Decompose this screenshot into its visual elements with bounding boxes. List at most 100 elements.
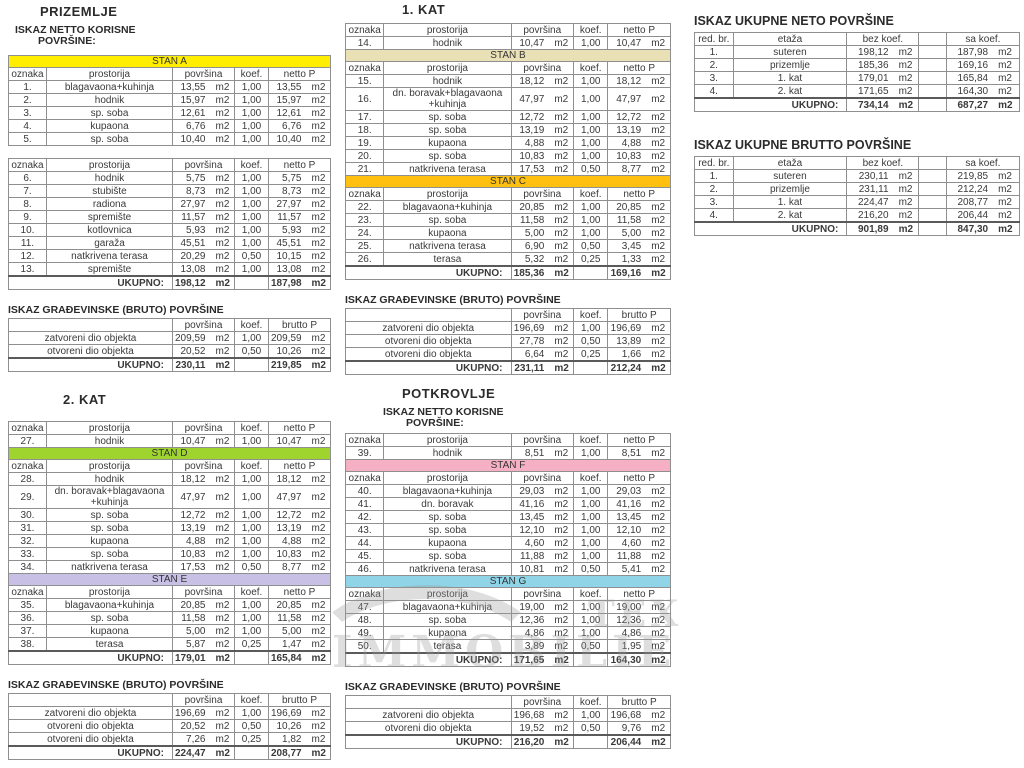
- floor-title-potkrovlje: POTKROVLJE: [402, 386, 496, 401]
- cell-redbr: 1.: [694, 169, 734, 183]
- column-header-oznaka: oznaka: [344, 187, 385, 201]
- cell-koef: 1,00: [234, 119, 269, 133]
- cell-netto: 47,97: [607, 87, 647, 111]
- total-netto: 169,16: [607, 265, 647, 280]
- column-header-redbr: red. br.: [694, 32, 734, 46]
- cell-oznaka: 9.: [8, 210, 47, 224]
- cell-label: otvoreni dio objekta: [8, 719, 173, 733]
- cell-unit: m2: [210, 485, 235, 509]
- cell-koef: 0,50: [573, 334, 609, 348]
- cell-prostorija: hodnik: [46, 171, 173, 185]
- column-header-netto: netto P: [267, 585, 332, 599]
- column-header-koef: koef.: [234, 693, 269, 707]
- cell-unit: m2: [646, 446, 672, 460]
- cell-unit: m2: [306, 357, 331, 372]
- cell-unit: m2: [646, 562, 672, 576]
- cell-empty: [918, 71, 947, 85]
- table-row: 45. sp. soba 11,88 m2 1,00 11,88 m2: [344, 549, 672, 563]
- cell-oznaka: 1.: [8, 80, 47, 94]
- summary-neto-title: ISKAZ UKUPNE NETO POVRŠINE: [694, 14, 894, 28]
- table-row: 3. 1. kat 224,47 m2 208,77 m2: [694, 195, 1021, 209]
- cell-unit: m2: [306, 132, 332, 146]
- cell-oznaka: 44.: [344, 536, 385, 550]
- cell-unit: m2: [646, 626, 672, 640]
- stan-band: STAN A: [7, 55, 332, 68]
- cell-unit: m2: [306, 275, 332, 290]
- total-label: UKUPNO:: [345, 265, 512, 280]
- cell-netto: 11,57: [268, 210, 307, 224]
- cell-sa-koef: 212,24: [945, 182, 994, 196]
- column-header-povrsina: površina: [510, 587, 575, 601]
- cell-povrsina: 13,19: [172, 521, 211, 535]
- cell-oznaka: 28.: [8, 472, 47, 486]
- table-row: 19. kupaona 4,88 m2 1,00 4,88 m2: [344, 136, 672, 150]
- cell-oznaka: 4.: [8, 119, 47, 133]
- cell-etaza: 1. kat: [732, 195, 848, 209]
- floor-title-kat2: 2. KAT: [63, 392, 107, 407]
- cell-oznaka: 18.: [344, 123, 385, 137]
- cell-koef: 1,00: [234, 508, 269, 522]
- cell-redbr: 1.: [694, 45, 734, 59]
- cell-empty: [918, 182, 947, 196]
- table-potkrovlje-netto: oznaka prostorija površina koef. netto P 39. h…: [344, 433, 672, 667]
- column-header-koef: koef.: [573, 433, 609, 447]
- total-bez-koef: 734,14: [846, 97, 894, 112]
- cell-oznaka: 36.: [8, 611, 47, 625]
- cell-empty: [918, 32, 947, 46]
- cell-unit: m2: [549, 639, 575, 654]
- column-header-povrsina: površina: [172, 318, 235, 332]
- cell-netto: 20,85: [268, 598, 307, 612]
- cell-koef: 1,00: [234, 236, 269, 250]
- cell-netto: 19,00: [607, 600, 647, 614]
- cell-povrsina: 15,97: [172, 93, 211, 107]
- cell-netto: 4,86: [607, 626, 647, 640]
- table-row: UKUPNO: 734,14 m2 687,27 m2: [693, 97, 1021, 112]
- cell-koef: 1,00: [573, 613, 609, 627]
- cell-netto: 29,03: [607, 484, 647, 498]
- cell-unit: m2: [893, 208, 920, 223]
- cell-netto: 13,08: [268, 262, 307, 277]
- column-header-prostorija: prostorija: [46, 421, 173, 435]
- cell-netto: 12,72: [607, 110, 647, 124]
- cell-koef: 1,00: [234, 331, 269, 345]
- cell-netto: 12,36: [607, 613, 647, 627]
- cell-oznaka: 23.: [344, 213, 385, 227]
- cell-unit: m2: [893, 182, 920, 196]
- cell-prostorija: sp. soba: [383, 549, 512, 563]
- cell-povrsina: 12,72: [172, 508, 211, 522]
- cell-unit: m2: [306, 210, 332, 224]
- cell-koef: 1,00: [234, 210, 269, 224]
- column-header-povrsina: površina: [172, 693, 235, 707]
- table-row: 1. blagavaona+kuhinja 13,55 m2 1,00 13,55 m2: [8, 80, 332, 94]
- cell-oznaka: 11.: [8, 236, 47, 250]
- cell-oznaka: 25.: [344, 239, 385, 253]
- cell-unit: m2: [210, 650, 235, 665]
- cell-povrsina: 12,36: [510, 613, 550, 627]
- table-row: 3. sp. soba 12,61 m2 1,00 12,61 m2: [8, 106, 332, 120]
- cell-unit: m2: [646, 265, 672, 280]
- cell-unit: m2: [549, 562, 575, 576]
- cell-sa-koef: 165,84: [945, 71, 994, 85]
- table-row: 18. sp. soba 13,19 m2 1,00 13,19 m2: [344, 123, 672, 137]
- column-header-povrsina: površina: [172, 421, 235, 435]
- cell-koef: 1,00: [573, 226, 609, 240]
- cell-unit: m2: [646, 708, 672, 722]
- cell-koef: 1,00: [573, 446, 609, 460]
- cell-brutto: 1,66: [607, 347, 647, 362]
- cell-unit: m2: [549, 226, 575, 240]
- cell-prostorija: natkrivena terasa: [383, 162, 512, 176]
- table-row: 22. blagavaona+kuhinja 20,85 m2 1,00 20,85 m2: [344, 200, 672, 214]
- cell-unit: m2: [993, 221, 1021, 236]
- cell-unit: m2: [306, 184, 332, 198]
- cell-unit: m2: [549, 523, 575, 537]
- cell-unit: m2: [549, 360, 575, 375]
- cell-oznaka: 6.: [8, 171, 47, 185]
- cell-unit: m2: [210, 249, 235, 263]
- cell-koef: 1,00: [573, 523, 609, 537]
- column-header-prostorija: prostorija: [383, 587, 512, 601]
- section-summary: ISKAZ UKUPNE NETO POVRŠINE red. br. etaža…: [693, 14, 1021, 236]
- bruto-heading-potkrovlje: ISKAZ GRAĐEVINSKE (BRUTO) POVRŠINE: [345, 681, 561, 693]
- cell-koef: 1,00: [573, 74, 609, 88]
- cell-unit: m2: [549, 734, 575, 749]
- cell-oznaka: 33.: [8, 547, 47, 561]
